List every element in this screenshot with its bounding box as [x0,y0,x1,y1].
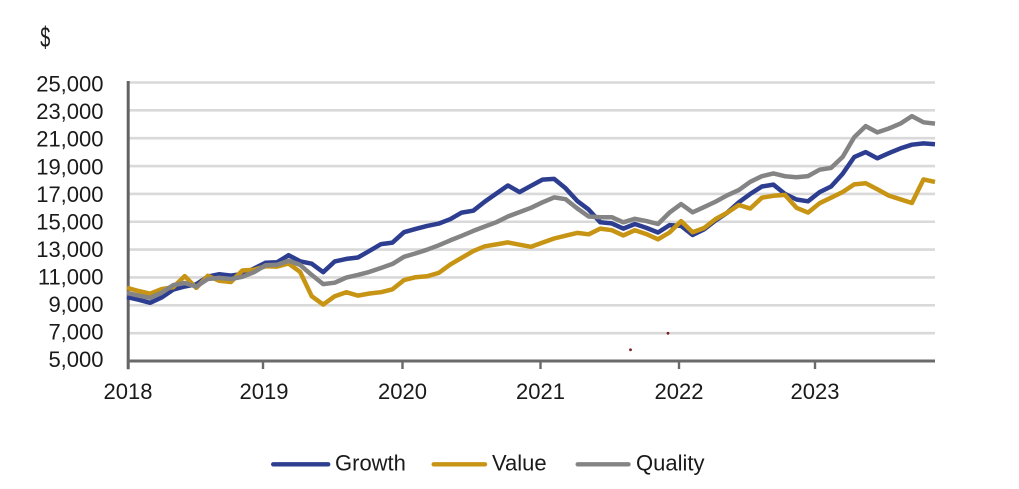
svg-text:Quality: Quality [636,451,704,476]
svg-text:2018: 2018 [104,379,153,404]
svg-text:2021: 2021 [516,379,565,404]
svg-text:$: $ [40,22,50,54]
svg-text:23,000: 23,000 [36,99,103,124]
svg-text:2019: 2019 [240,379,289,404]
svg-text:7,000: 7,000 [48,320,103,345]
svg-text:11,000: 11,000 [38,265,104,290]
svg-text:19,000: 19,000 [36,154,103,179]
svg-text:25,000: 25,000 [36,72,103,97]
svg-text:2023: 2023 [791,379,840,404]
svg-text:5,000: 5,000 [48,347,103,372]
svg-text:9,000: 9,000 [48,292,103,317]
svg-text:2020: 2020 [378,379,427,404]
svg-text:Value: Value [492,451,547,476]
svg-text:Growth: Growth [335,451,406,476]
svg-text:21,000: 21,000 [36,127,103,152]
svg-text:15,000: 15,000 [36,209,103,234]
svg-text:13,000: 13,000 [36,237,103,262]
svg-text:17,000: 17,000 [36,182,103,207]
svg-text:2022: 2022 [655,379,704,404]
